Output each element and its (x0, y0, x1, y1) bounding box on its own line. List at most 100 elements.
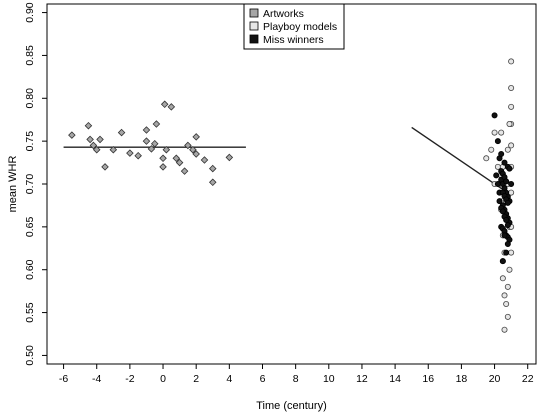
data-point-playboy-models (501, 326, 508, 333)
x-tick-label: 18 (456, 373, 468, 385)
data-point-artworks (184, 141, 192, 150)
data-point-miss-winners (504, 240, 511, 247)
data-point-playboy-models (508, 249, 515, 256)
legend-label: Playboy models (263, 21, 337, 33)
data-point-playboy-models (508, 58, 515, 65)
data-point-miss-winners (504, 199, 511, 206)
y-axis-title: mean WHR (7, 156, 19, 213)
y-tick-label: 0.60 (24, 259, 36, 280)
data-point-artworks (172, 154, 181, 163)
data-point-artworks (159, 163, 167, 171)
data-point-playboy-models (504, 313, 511, 320)
data-point-artworks (117, 128, 126, 137)
data-point-miss-winners (494, 138, 501, 145)
x-tick-label: 22 (522, 373, 534, 385)
data-point-artworks (92, 145, 101, 154)
x-tick-label: 16 (422, 373, 434, 385)
data-point-miss-winners (503, 216, 510, 223)
data-point-miss-winners (491, 112, 498, 119)
data-point-playboy-models (503, 300, 510, 307)
y-tick-label: 0.80 (24, 88, 36, 109)
x-axis-title: Time (century) (256, 400, 327, 412)
fit-lines (63, 126, 512, 196)
data-point-artworks (109, 145, 118, 154)
data-point-artworks (160, 100, 169, 109)
data-point-artworks (150, 139, 159, 148)
x-tick-label: -2 (125, 373, 134, 385)
legend-swatch (249, 21, 259, 31)
data-point-artworks (86, 135, 94, 144)
data-point-artworks (89, 141, 98, 150)
data-point-artworks (159, 154, 167, 163)
data-point-artworks (152, 120, 161, 128)
x-tick-label: 12 (356, 373, 368, 385)
y-tick-label: 0.65 (24, 216, 36, 237)
data-point-miss-winners (496, 198, 503, 205)
data-point-artworks (142, 137, 151, 145)
legend-box (243, 3, 345, 50)
data-point-artworks (68, 131, 76, 139)
data-point-artworks (126, 149, 134, 157)
legend-swatch (249, 8, 259, 18)
data-point-miss-winners (508, 180, 515, 187)
data-point-miss-winners (499, 258, 506, 265)
x-tick-label: 0 (160, 373, 166, 385)
data-point-miss-winners (498, 150, 505, 157)
data-point-artworks (192, 150, 200, 158)
axes: -6 -4 -2 0 2 4 6 8 10 12 14 16 18 20 22 0.50 0.55 0.60 0.6… (7, 2, 537, 412)
x-tick-label: 10 (323, 373, 335, 385)
data-point-artworks (142, 126, 151, 134)
data-point-miss-winners (503, 178, 510, 185)
x-tick-label: -4 (92, 373, 101, 385)
x-tick-label: 8 (293, 373, 299, 385)
plot-frame (46, 3, 537, 365)
x-tick-label: -6 (59, 373, 68, 385)
data-point-artworks (189, 145, 197, 154)
data-point-playboy-models (508, 142, 515, 149)
data-point-playboy-models (491, 129, 498, 136)
data-point-artworks (208, 178, 217, 187)
data-point-miss-winners (501, 232, 508, 239)
y-tick-label: 0.85 (24, 45, 36, 66)
legend-label: Miss winners (263, 34, 324, 46)
data-point-playboy-models (508, 103, 515, 110)
data-point-miss-winners (504, 222, 511, 229)
data-point-artworks (134, 151, 142, 160)
legend-label: Artworks (263, 8, 304, 20)
data-point-miss-winners (503, 249, 510, 256)
y-tick-label: 0.75 (24, 131, 36, 152)
data-point-miss-winners (493, 172, 500, 179)
legend-swatch (249, 34, 259, 44)
y-tick-label: 0.90 (24, 2, 36, 23)
data-point-playboy-models (498, 129, 505, 136)
data-point-artworks (101, 163, 109, 171)
data-point-playboy-models (506, 266, 513, 273)
data-point-miss-winners (499, 208, 506, 215)
data-point-artworks (180, 167, 189, 175)
data-point-playboy-models (483, 155, 490, 162)
data-point-playboy-models (501, 292, 508, 299)
data-point-artworks (208, 164, 217, 173)
x-tick-label: 6 (260, 373, 266, 385)
data-point-artworks (167, 103, 176, 111)
data-point-miss-winners (501, 159, 508, 166)
data-point-playboy-models (499, 275, 506, 282)
data-point-playboy-models (504, 283, 511, 290)
y-tick-label: 0.70 (24, 174, 36, 195)
data-point-artworks (192, 133, 200, 141)
data-point-playboy-models (506, 121, 513, 128)
x-tick-label: 4 (226, 373, 232, 385)
data-point-playboy-models (508, 85, 515, 92)
data-point-artworks (84, 121, 93, 130)
x-tick-label: 2 (193, 373, 199, 385)
data-point-artworks (162, 145, 171, 154)
data-point-playboy-models (488, 146, 495, 153)
y-tick-label: 0.55 (24, 302, 36, 323)
x-tick-label: 20 (489, 373, 501, 385)
data-point-artworks (96, 135, 104, 144)
data-point-artworks (200, 156, 209, 164)
data-point-artworks (147, 145, 156, 153)
